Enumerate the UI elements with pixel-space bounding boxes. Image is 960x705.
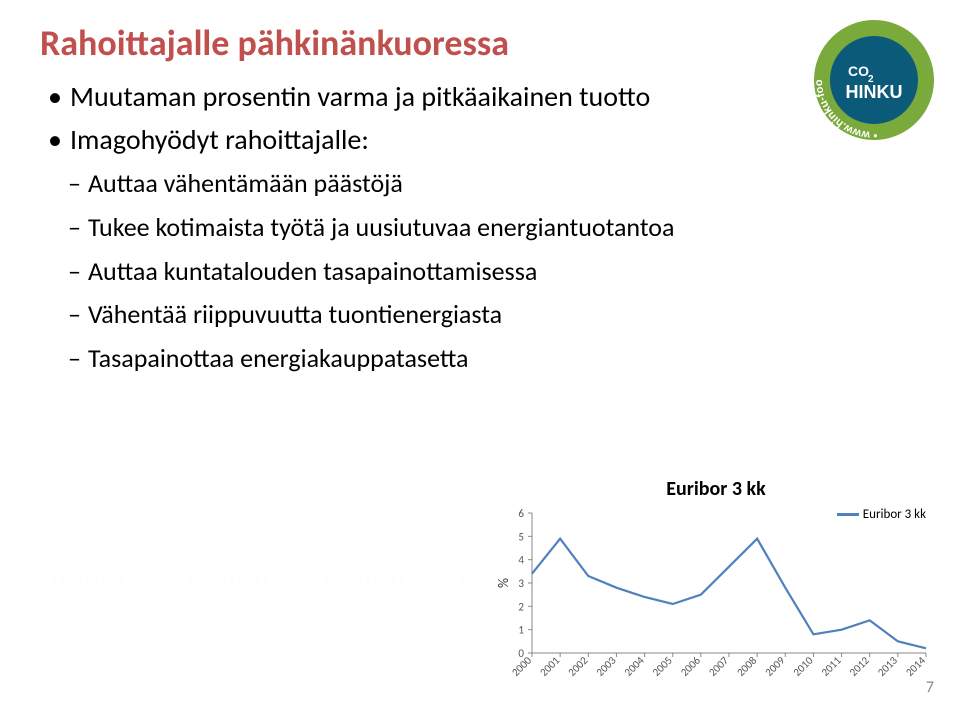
svg-text:2011: 2011 bbox=[819, 654, 844, 679]
chart-title: Euribor 3 kk bbox=[496, 477, 936, 501]
sub-bullet-item: Tasapainottaa energiakauppatasetta bbox=[68, 340, 920, 378]
svg-text:2014: 2014 bbox=[903, 654, 928, 679]
svg-text:2010: 2010 bbox=[791, 654, 816, 679]
svg-text:2003: 2003 bbox=[594, 654, 619, 679]
svg-text:6: 6 bbox=[518, 507, 524, 520]
bullet-item: Muutaman prosentin varma ja pitkäaikaine… bbox=[48, 78, 920, 116]
logo-text: HINKU bbox=[846, 82, 903, 102]
svg-text:2001: 2001 bbox=[537, 654, 562, 679]
sub-bullet-item: Auttaa vähentämään päästöjä bbox=[68, 165, 920, 203]
svg-text:2006: 2006 bbox=[678, 654, 703, 679]
svg-text:2004: 2004 bbox=[622, 654, 647, 679]
bullet-item: Imagohyödyt rahoittajalle: bbox=[48, 121, 920, 159]
chart-svg: 0123456%20002001200220032004200520062007… bbox=[496, 507, 936, 687]
svg-text:2013: 2013 bbox=[875, 654, 900, 679]
svg-text:5: 5 bbox=[518, 530, 524, 543]
page-number: 7 bbox=[926, 678, 934, 697]
bullet-list: Muutaman prosentin varma ja pitkäaikaine… bbox=[40, 78, 920, 378]
svg-text:2007: 2007 bbox=[706, 654, 731, 679]
svg-text:2005: 2005 bbox=[650, 654, 675, 679]
sub-bullet-item: Auttaa kuntatalouden tasapainottamisessa bbox=[68, 253, 920, 291]
svg-text:4: 4 bbox=[518, 554, 524, 567]
svg-text:1: 1 bbox=[518, 624, 524, 637]
sub-bullet-list: Auttaa vähentämään päästöjä Tukee kotima… bbox=[68, 165, 920, 377]
sub-bullet-item: Tukee kotimaista työtä ja uusiutuvaa ene… bbox=[68, 209, 920, 247]
svg-text:3: 3 bbox=[518, 577, 524, 590]
svg-text:%: % bbox=[496, 578, 512, 588]
sub-bullet-item: Vähentää riippuvuutta tuontienergiasta bbox=[68, 296, 920, 334]
svg-text:2002: 2002 bbox=[565, 654, 590, 679]
svg-text:2012: 2012 bbox=[847, 654, 872, 679]
page-title: Rahoittajalle pähkinänkuoressa bbox=[40, 24, 920, 64]
svg-text:2009: 2009 bbox=[762, 654, 787, 679]
euribor-chart: Euribor 3 kk Euribor 3 kk 0123456%200020… bbox=[496, 477, 936, 687]
svg-text:2000: 2000 bbox=[509, 654, 534, 679]
svg-text:CO: CO bbox=[848, 63, 869, 79]
hinku-logo: • www.hinku-foorumi.fi • CO 2 HINKU bbox=[810, 16, 938, 144]
svg-text:2: 2 bbox=[518, 600, 524, 613]
svg-text:2008: 2008 bbox=[734, 654, 759, 679]
chart-plot: 0123456%20002001200220032004200520062007… bbox=[496, 507, 936, 687]
slide: Rahoittajalle pähkinänkuoressa Muutaman … bbox=[0, 0, 960, 705]
